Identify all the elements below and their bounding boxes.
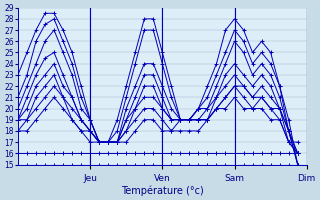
X-axis label: Température (°c): Température (°c) (121, 185, 204, 196)
